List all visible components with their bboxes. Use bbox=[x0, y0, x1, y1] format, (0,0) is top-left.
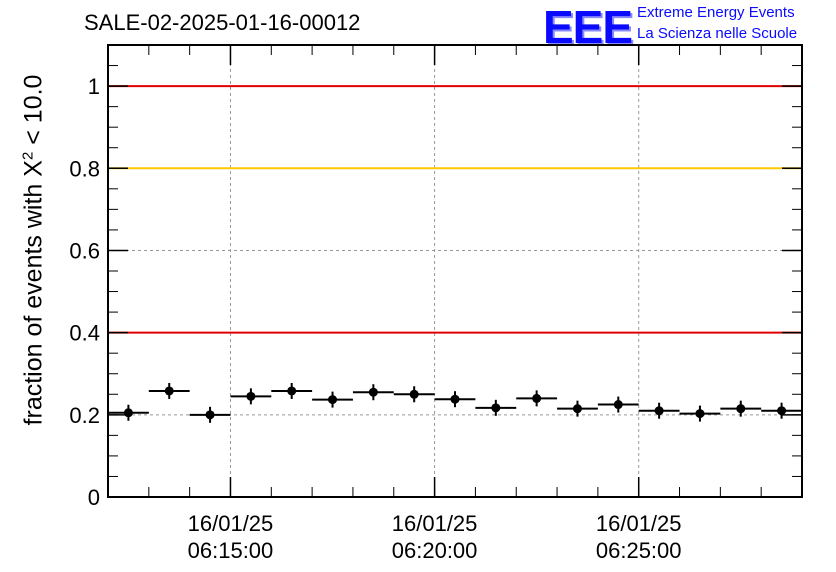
y-tick-label: 0.2 bbox=[69, 403, 100, 428]
data-point-marker bbox=[246, 391, 256, 401]
x-tick-date-label: 16/01/25 bbox=[596, 511, 682, 536]
data-point-marker bbox=[654, 406, 664, 416]
x-tick-date-label: 16/01/25 bbox=[392, 511, 478, 536]
x-tick-time-label: 06:15:00 bbox=[188, 538, 274, 563]
data-point-marker bbox=[695, 409, 705, 419]
y-tick-label: 0.6 bbox=[69, 238, 100, 263]
x-tick-time-label: 06:25:00 bbox=[596, 538, 682, 563]
data-point-marker bbox=[205, 410, 215, 420]
data-point-marker bbox=[736, 404, 746, 414]
data-point-marker bbox=[532, 393, 542, 403]
data-point-marker bbox=[287, 386, 297, 396]
data-point-marker bbox=[328, 395, 338, 405]
data-point bbox=[679, 405, 721, 422]
eee-logo: EEE Extreme Energy Events La Scienza nel… bbox=[543, 1, 833, 53]
data-point-marker bbox=[450, 394, 460, 404]
data-point-marker bbox=[164, 386, 174, 396]
chart-title: SALE-02-2025-01-16-00012 bbox=[84, 10, 361, 35]
reference-lines bbox=[109, 85, 801, 334]
data-point-marker bbox=[123, 408, 133, 418]
data-point bbox=[475, 399, 517, 416]
data-point bbox=[230, 388, 272, 405]
data-point bbox=[148, 382, 190, 399]
data-point bbox=[312, 391, 353, 408]
plot-frame bbox=[107, 44, 803, 498]
data-point bbox=[720, 400, 762, 417]
data-point bbox=[761, 402, 802, 419]
data-point bbox=[271, 382, 313, 399]
y-tick-label: 0 bbox=[88, 485, 100, 510]
data-point bbox=[434, 391, 476, 408]
data-point bbox=[393, 386, 435, 403]
data-point bbox=[597, 396, 639, 413]
data-point-marker bbox=[572, 404, 582, 414]
y-tick-label: 1 bbox=[88, 74, 100, 99]
y-tick-label: 0.4 bbox=[69, 321, 100, 346]
grid-layer bbox=[108, 45, 802, 497]
data-point bbox=[557, 400, 598, 417]
x-tick-time-label: 06:20:00 bbox=[392, 538, 478, 563]
data-point-marker bbox=[368, 387, 378, 397]
data-points bbox=[108, 382, 802, 423]
data-point bbox=[189, 406, 231, 423]
logo-line-2: La Scienza nelle Scuole bbox=[637, 25, 798, 42]
axis-ticks bbox=[107, 44, 803, 498]
logo-line-1: Extreme Energy Events bbox=[637, 4, 795, 21]
data-point-marker bbox=[777, 406, 787, 416]
data-point-marker bbox=[491, 403, 501, 413]
data-point-marker bbox=[613, 400, 623, 410]
data-point bbox=[638, 402, 680, 419]
data-point-marker bbox=[409, 389, 419, 399]
axis-tick-labels: 00.20.40.60.8116/01/2506:15:0016/01/2506… bbox=[69, 74, 681, 563]
data-point bbox=[516, 390, 558, 407]
y-tick-label: 0.8 bbox=[69, 156, 100, 181]
data-point bbox=[352, 384, 394, 401]
data-point bbox=[108, 404, 149, 421]
x-tick-date-label: 16/01/25 bbox=[188, 511, 274, 536]
